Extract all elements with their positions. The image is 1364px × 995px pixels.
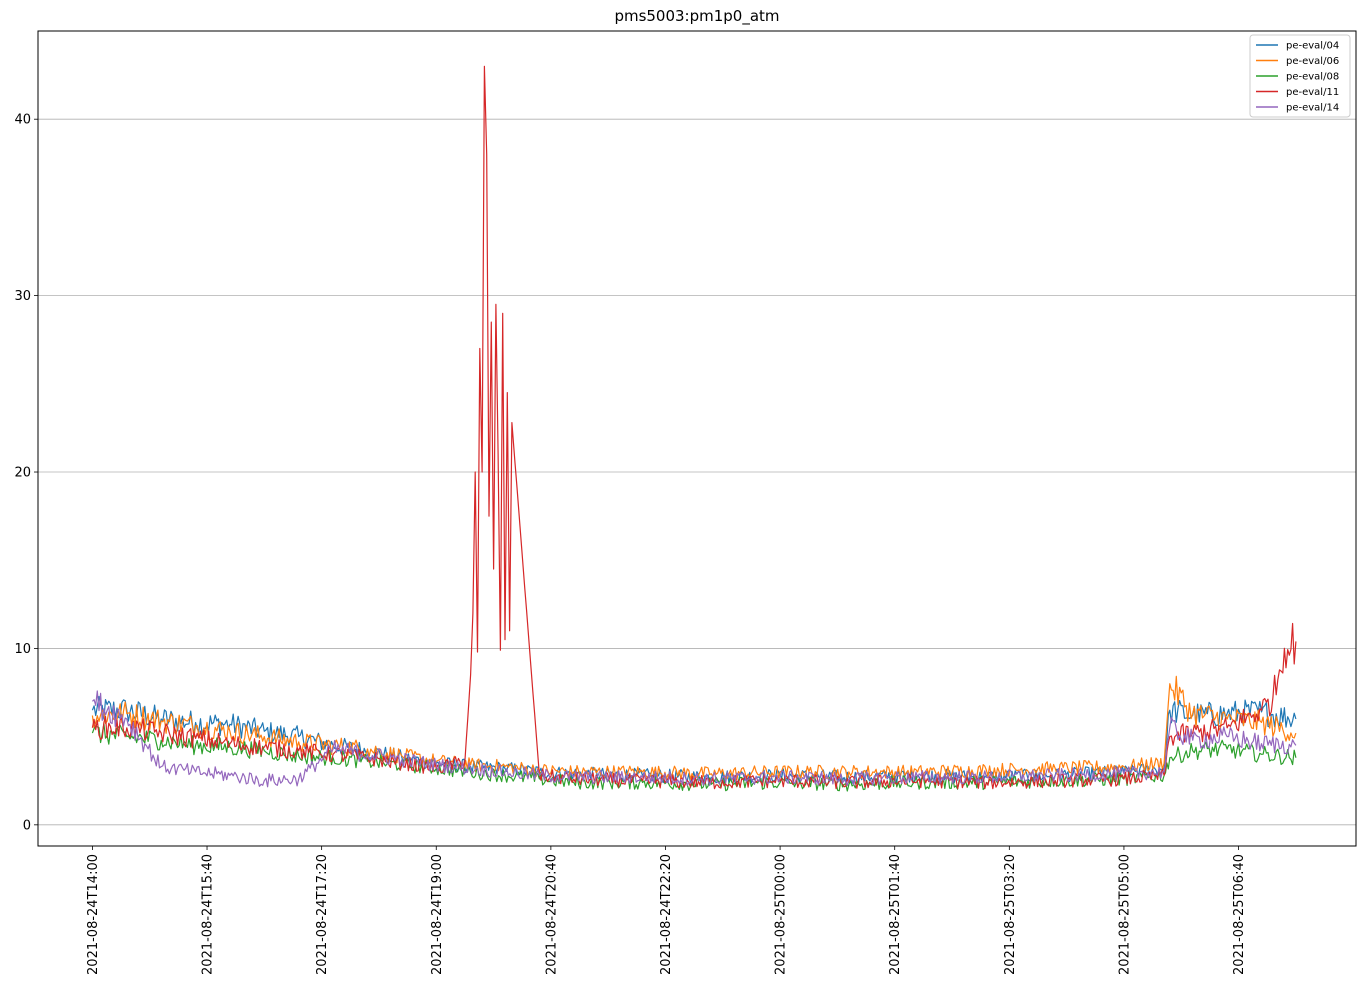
y-tick-label: 10: [14, 642, 31, 657]
series-line-pe-eval-14: [91, 690, 1297, 788]
x-tick-label: 2021-08-25T06:40: [1232, 854, 1247, 975]
y-tick-label: 20: [14, 466, 31, 481]
plot-frame: [37, 30, 1357, 847]
legend-label: pe-eval/04: [1286, 41, 1339, 52]
series-line-pe-eval-06: [91, 675, 1297, 781]
x-tick-label: 2021-08-25T01:40: [888, 854, 903, 975]
x-tick-label: 2021-08-24T22:20: [659, 854, 674, 975]
x-tick-label: 2021-08-24T15:40: [201, 854, 216, 975]
x-axis: 2021-08-24T14:00 2021-08-24T15:40 2021-08-…: [86, 846, 1247, 975]
legend-label: pe-eval/06: [1286, 56, 1339, 67]
x-tick-label: 2021-08-25T03:20: [1003, 854, 1018, 975]
y-axis: 0 10 20 30 40: [14, 113, 38, 833]
series-line-pe-eval-11: [91, 65, 1297, 790]
legend-label: pe-eval/11: [1286, 87, 1339, 98]
legend-box: [1249, 34, 1351, 118]
series-layer: [91, 65, 1297, 792]
x-tick-label: 2021-08-24T19:00: [430, 854, 445, 975]
x-tick-label: 2021-08-25T05:00: [1117, 854, 1132, 975]
x-tick-label: 2021-08-24T17:20: [315, 854, 330, 975]
x-tick-label: 2021-08-24T14:00: [86, 854, 101, 975]
y-tick-label: 0: [23, 818, 31, 833]
x-tick-label: 2021-08-24T20:40: [544, 854, 559, 975]
legend-label: pe-eval/08: [1286, 72, 1339, 83]
y-tick-label: 40: [14, 113, 31, 128]
chart-title: pms5003:pm1p0_atm: [614, 7, 779, 26]
legend-label: pe-eval/14: [1286, 103, 1339, 114]
grid-lines: [38, 118, 1356, 826]
x-tick-label: 2021-08-25T00:00: [774, 854, 789, 975]
legend: pe-eval/04 pe-eval/06 pe-eval/08 pe-eval/11…: [1249, 34, 1351, 118]
y-tick-label: 30: [14, 289, 31, 304]
